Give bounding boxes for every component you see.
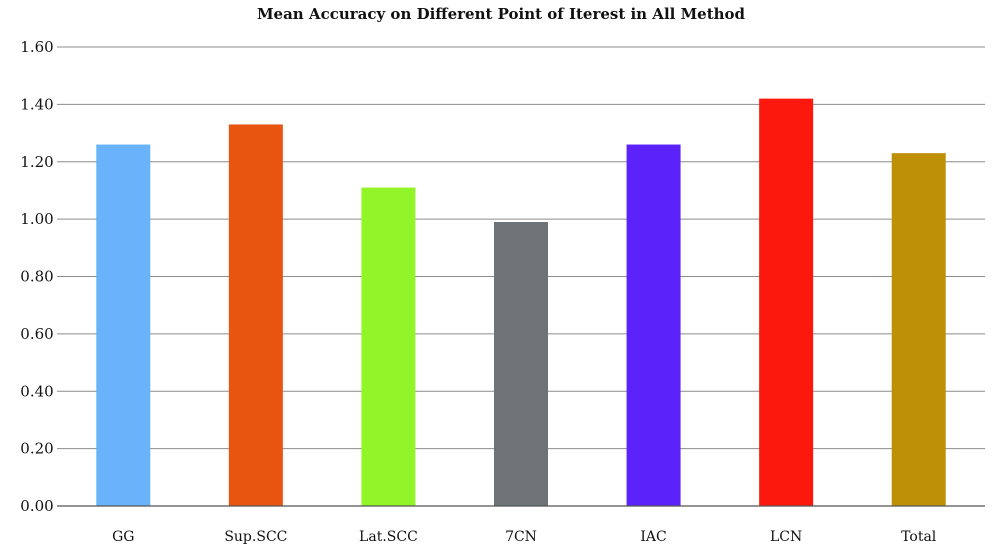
bar-iac — [626, 144, 681, 506]
y-tick-label: 1.40 — [20, 95, 53, 113]
y-axis-ticks: 0.00 0.20 0.40 0.60 0.80 1.00 1.20 1.40 1.60 — [20, 38, 53, 515]
y-tick-label: 0.60 — [20, 325, 53, 343]
x-tick-label: IAC — [640, 529, 666, 545]
x-tick-label: Sup.SCC — [224, 529, 287, 545]
bar-total — [891, 153, 946, 507]
x-tick-label: Lat.SCC — [359, 529, 418, 545]
x-tick-label: LCN — [770, 529, 802, 545]
bar-gg — [96, 144, 151, 506]
y-tick-label: 1.20 — [20, 153, 53, 171]
y-tick-label: 0.20 — [20, 440, 53, 458]
bar-7cn — [494, 221, 548, 506]
y-tick-label: 0.40 — [20, 382, 53, 400]
bar-lcn — [759, 98, 814, 506]
bar-lat-scc — [361, 187, 416, 506]
y-tick-label: 0.00 — [20, 497, 53, 515]
y-tick-label: 1.00 — [20, 210, 53, 228]
chart-title: Mean Accuracy on Different Point of Iter… — [257, 5, 746, 23]
bars — [96, 98, 946, 507]
x-tick-label: 7CN — [505, 529, 537, 545]
y-tick-label: 1.60 — [20, 38, 53, 56]
bar-sup-scc — [228, 124, 283, 507]
x-tick-label: GG — [112, 529, 134, 545]
x-axis-labels: GG Sup.SCC Lat.SCC 7CN IAC LCN Total — [112, 529, 937, 545]
x-tick-label: Total — [901, 529, 937, 545]
y-tick-label: 0.80 — [20, 268, 53, 286]
